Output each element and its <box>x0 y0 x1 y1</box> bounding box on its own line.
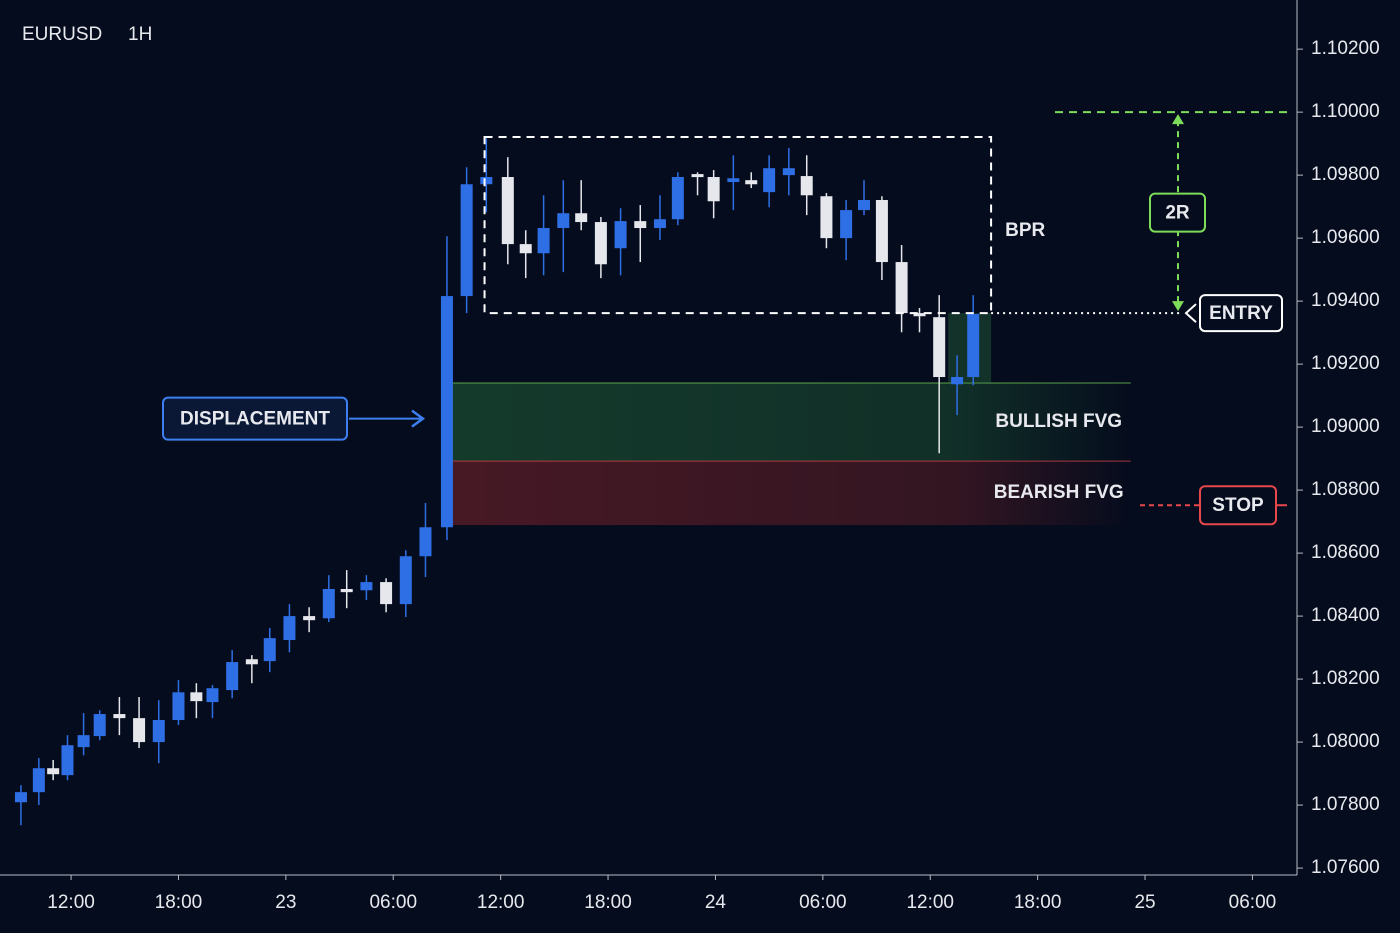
entry-arrow <box>1184 303 1197 323</box>
entry-box <box>1199 294 1283 333</box>
candle-body <box>340 589 353 593</box>
x-tick-label: 24 <box>705 892 727 913</box>
candle-body <box>895 262 908 314</box>
entry-label: ENTRY <box>1209 303 1273 324</box>
bearish-fvg-label: BEARISH FVG <box>994 482 1124 503</box>
candle-body <box>800 176 813 196</box>
candle-body <box>691 174 704 178</box>
candle-body <box>206 688 219 703</box>
candle-body <box>283 616 296 641</box>
candle-body <box>480 177 493 185</box>
y-tick-label: 1.09800 <box>1311 164 1380 185</box>
candle-body <box>967 314 980 378</box>
candle-body <box>133 718 146 743</box>
x-tick-label: 18:00 <box>155 892 203 913</box>
x-tick-label: 25 <box>1134 892 1155 913</box>
chart-title: EURUSD <box>22 24 102 45</box>
bullish-fvg-label: BULLISH FVG <box>995 411 1122 432</box>
candle-body <box>594 222 607 265</box>
x-tick-label: 06:00 <box>1229 892 1277 913</box>
displacement-label: DISPLACEMENT <box>180 409 330 430</box>
candle-body <box>614 221 627 249</box>
candle-body <box>951 377 964 385</box>
y-tick-label: 1.08000 <box>1311 731 1380 752</box>
x-tick-label: 18:00 <box>1014 892 1062 913</box>
candle-body <box>875 200 888 263</box>
candle-body <box>913 313 926 317</box>
y-tick-label: 1.10000 <box>1311 101 1380 122</box>
bpr-box <box>483 136 993 315</box>
candle-body <box>93 714 106 737</box>
y-tick-label: 1.08800 <box>1311 479 1380 500</box>
arrow-head-up <box>1172 114 1184 125</box>
candle-body <box>152 720 165 743</box>
candle-body <box>440 296 453 528</box>
y-tick-label: 1.09600 <box>1311 227 1380 248</box>
candle-body <box>380 582 393 605</box>
candle-body <box>671 177 684 220</box>
candle-body <box>263 638 276 662</box>
x-tick-label: 18:00 <box>584 892 632 913</box>
candle-body <box>745 180 758 185</box>
candle-body <box>933 317 946 378</box>
candle-body <box>501 177 514 245</box>
candle-body <box>322 589 335 619</box>
y-tick-label: 1.07800 <box>1311 794 1380 815</box>
arrow-head-down <box>1172 301 1184 312</box>
bullish-fvg <box>452 383 1131 462</box>
stop-box <box>1199 485 1277 526</box>
candle-body <box>820 196 833 239</box>
candle-body <box>557 213 570 229</box>
x-tick-label: 06:00 <box>369 892 417 913</box>
y-tick-label: 1.10200 <box>1311 38 1380 59</box>
rr-label: 2R <box>1165 203 1190 224</box>
candle-body <box>840 210 853 239</box>
y-tick-label: 1.08600 <box>1311 542 1380 563</box>
x-tick-label: 23 <box>275 892 296 913</box>
candle-body <box>190 692 203 702</box>
x-tick-label: 12:00 <box>906 892 954 913</box>
candle-body <box>653 219 666 229</box>
candle-body <box>172 692 185 721</box>
candle-body <box>858 200 871 211</box>
y-tick-label: 1.07600 <box>1311 857 1380 878</box>
y-tick-label: 1.08400 <box>1311 605 1380 626</box>
candle-body <box>634 221 647 229</box>
y-tick-label: 1.09200 <box>1311 353 1380 374</box>
candle-body <box>782 168 795 176</box>
candle-body <box>113 714 126 719</box>
bearish-fvg <box>452 461 1131 526</box>
candle-body <box>575 213 588 223</box>
candle-body <box>47 768 60 775</box>
candle-body <box>419 527 432 557</box>
candle-body <box>32 768 45 793</box>
candle-body <box>61 745 74 776</box>
chart-subtitle: 1H <box>128 24 152 45</box>
displacement-arrow-head <box>411 409 426 428</box>
candle-body <box>226 662 239 691</box>
candle-body <box>537 228 550 254</box>
candle-body <box>763 168 776 193</box>
y-tick-label: 1.09400 <box>1311 290 1380 311</box>
y-tick-label: 1.09000 <box>1311 416 1380 437</box>
candle-body <box>77 735 90 748</box>
candle-body <box>727 178 740 183</box>
x-tick-label: 12:00 <box>477 892 525 913</box>
candle-body <box>460 184 473 297</box>
x-tick-label: 06:00 <box>799 892 847 913</box>
candle-body <box>707 177 720 202</box>
displacement-box <box>162 396 348 441</box>
candle-body <box>14 792 27 803</box>
candle-body <box>360 582 373 591</box>
candle-body <box>303 616 316 621</box>
stop-label: STOP <box>1212 495 1264 516</box>
candle-body <box>245 659 258 665</box>
candle-body <box>519 244 532 254</box>
candle-body <box>399 556 412 605</box>
bpr-label: BPR <box>1005 220 1045 241</box>
rr-box <box>1149 192 1206 233</box>
y-tick-label: 1.08200 <box>1311 668 1380 689</box>
x-tick-label: 12:00 <box>47 892 95 913</box>
